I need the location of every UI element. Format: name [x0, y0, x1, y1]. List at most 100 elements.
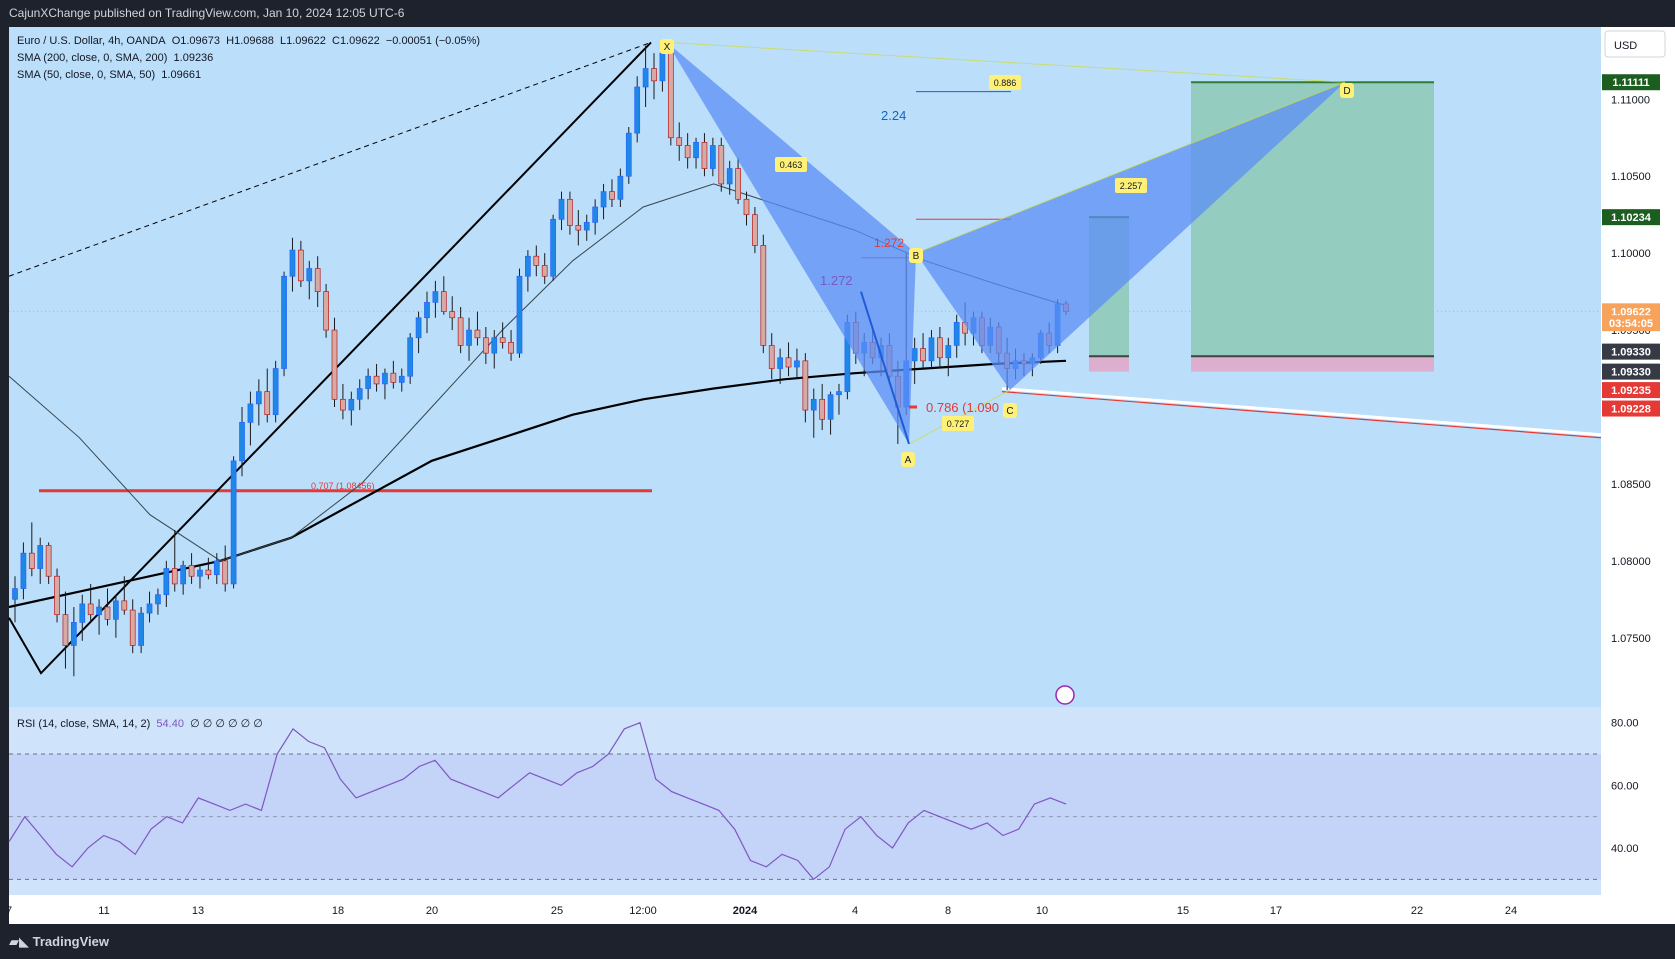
currency-box[interactable]	[1604, 30, 1666, 58]
candle-body	[516, 275, 523, 354]
price-chart[interactable]: USD X A B C D 0.463 0.886 2.257 0.727 2.24 1.272 1.…	[0, 27, 1675, 924]
candle-body	[836, 391, 842, 396]
time-tick-label: 15	[1177, 905, 1189, 917]
candle-body	[113, 600, 119, 620]
candle-body	[415, 317, 422, 339]
sma200-label: SMA (200, close, 0, SMA, 200)	[17, 52, 168, 64]
long-position-profit-large	[1191, 82, 1434, 357]
price-badge-label: 1.09235	[1611, 385, 1651, 397]
rsi-label: RSI (14, close, SMA, 14, 2)	[17, 718, 151, 730]
time-tick-label: 2024	[733, 905, 758, 917]
price-axis-bg	[1601, 27, 1675, 924]
candle-body	[651, 68, 657, 82]
candle-body	[525, 255, 531, 277]
alert-lightning-icon	[1055, 685, 1075, 705]
publish-text: CajunXChange published on TradingView.co…	[9, 6, 405, 20]
legend-rsi[interactable]: RSI (14, close, SMA, 14, 2) 54.40 ∅ ∅ ∅ …	[17, 717, 263, 730]
pattern-xd-line	[666, 41, 1346, 83]
time-tick-label: 22	[1411, 905, 1423, 917]
long-position-loss-small	[1089, 356, 1129, 372]
open-value: O1.09673	[171, 35, 221, 47]
candle-body	[365, 375, 371, 389]
price-badge-bg	[1602, 209, 1660, 226]
sma200-value: 1.09236	[173, 52, 214, 64]
pattern-point-label: C	[1006, 406, 1013, 417]
ratio-label: 0.886	[994, 78, 1017, 88]
candle-body	[533, 255, 540, 266]
candle-body	[676, 137, 683, 146]
price-badge-bg	[1602, 74, 1660, 91]
currency-label: USD	[1614, 40, 1637, 52]
candle-body	[37, 545, 44, 569]
candle-body	[323, 291, 329, 331]
legend-sma50[interactable]: SMA (50, close, 0, SMA, 50) 1.09661	[17, 69, 201, 81]
candle-body	[743, 198, 750, 216]
candle-body	[785, 357, 792, 368]
candle-body	[768, 345, 775, 369]
candle-body	[398, 375, 405, 383]
ratio-bg	[1115, 178, 1147, 193]
price-badge-bg	[1602, 363, 1660, 380]
fib-text: 2.24	[881, 108, 906, 123]
time-tick-label: 10	[1036, 905, 1048, 917]
candle-body	[348, 398, 355, 411]
ratio-bg	[989, 75, 1021, 90]
candle-body	[213, 560, 220, 576]
candle-body	[373, 375, 380, 385]
price-badge-label: 1.10234	[1611, 212, 1652, 224]
candle-body	[550, 218, 556, 277]
candle-body	[54, 575, 60, 616]
candle-body	[424, 302, 430, 319]
candle-body	[289, 249, 296, 277]
ratio-label: 0.463	[780, 160, 803, 170]
close-value: C1.09622	[332, 35, 380, 47]
rsi-value: 54.40	[156, 718, 184, 730]
candle-body	[205, 569, 212, 576]
rsi-line	[8, 721, 1067, 881]
price-badge-bg	[1602, 315, 1660, 332]
candle-body	[945, 345, 952, 359]
candle-body	[760, 245, 767, 346]
candle-body	[684, 145, 691, 159]
fib-text: 1.272	[874, 236, 904, 250]
candle-body	[45, 545, 52, 577]
candle-body	[390, 372, 397, 383]
candle-body	[937, 337, 943, 359]
time-tick-label: 8	[945, 905, 951, 917]
candle-body	[230, 460, 237, 585]
time-tick-label: 7	[6, 905, 12, 917]
candle-body	[28, 552, 35, 569]
candle-body	[96, 606, 102, 616]
candle-body	[104, 606, 111, 620]
candle-body	[625, 132, 632, 177]
candle-body	[659, 52, 666, 82]
candle-body	[752, 214, 758, 246]
time-tick-label: 25	[551, 905, 563, 917]
candle-body	[794, 360, 800, 368]
candle-body	[340, 398, 346, 411]
fib-text: 1.272	[820, 273, 853, 288]
candle-body	[180, 565, 187, 585]
tradingview-logo[interactable]: ▰◣ TradingView	[9, 934, 109, 950]
time-tick-label: 13	[192, 905, 204, 917]
time-tick-label: 12:00	[629, 905, 657, 917]
pattern-point-label: D	[1343, 86, 1350, 97]
candle-body	[920, 348, 926, 362]
candle-body	[953, 322, 960, 346]
candle-body	[718, 145, 725, 185]
sma50-label: SMA (50, close, 0, SMA, 50)	[17, 69, 156, 81]
price-tick-label: 1.07500	[1611, 633, 1651, 645]
legend-sma200[interactable]: SMA (200, close, 0, SMA, 200) 1.09236	[17, 52, 213, 64]
candle-body	[726, 168, 733, 185]
candle-body	[272, 368, 279, 416]
pattern-point-bg	[901, 452, 915, 467]
candle-body	[20, 552, 27, 589]
pattern-point-label: B	[913, 251, 920, 262]
candle-body	[247, 403, 254, 423]
candle-body	[466, 329, 472, 346]
candle-body	[911, 348, 918, 362]
time-tick-label: 17	[1270, 905, 1282, 917]
candle-body	[146, 603, 153, 614]
brand-name: TradingView	[32, 934, 109, 949]
ab-blue-leg	[860, 291, 910, 445]
